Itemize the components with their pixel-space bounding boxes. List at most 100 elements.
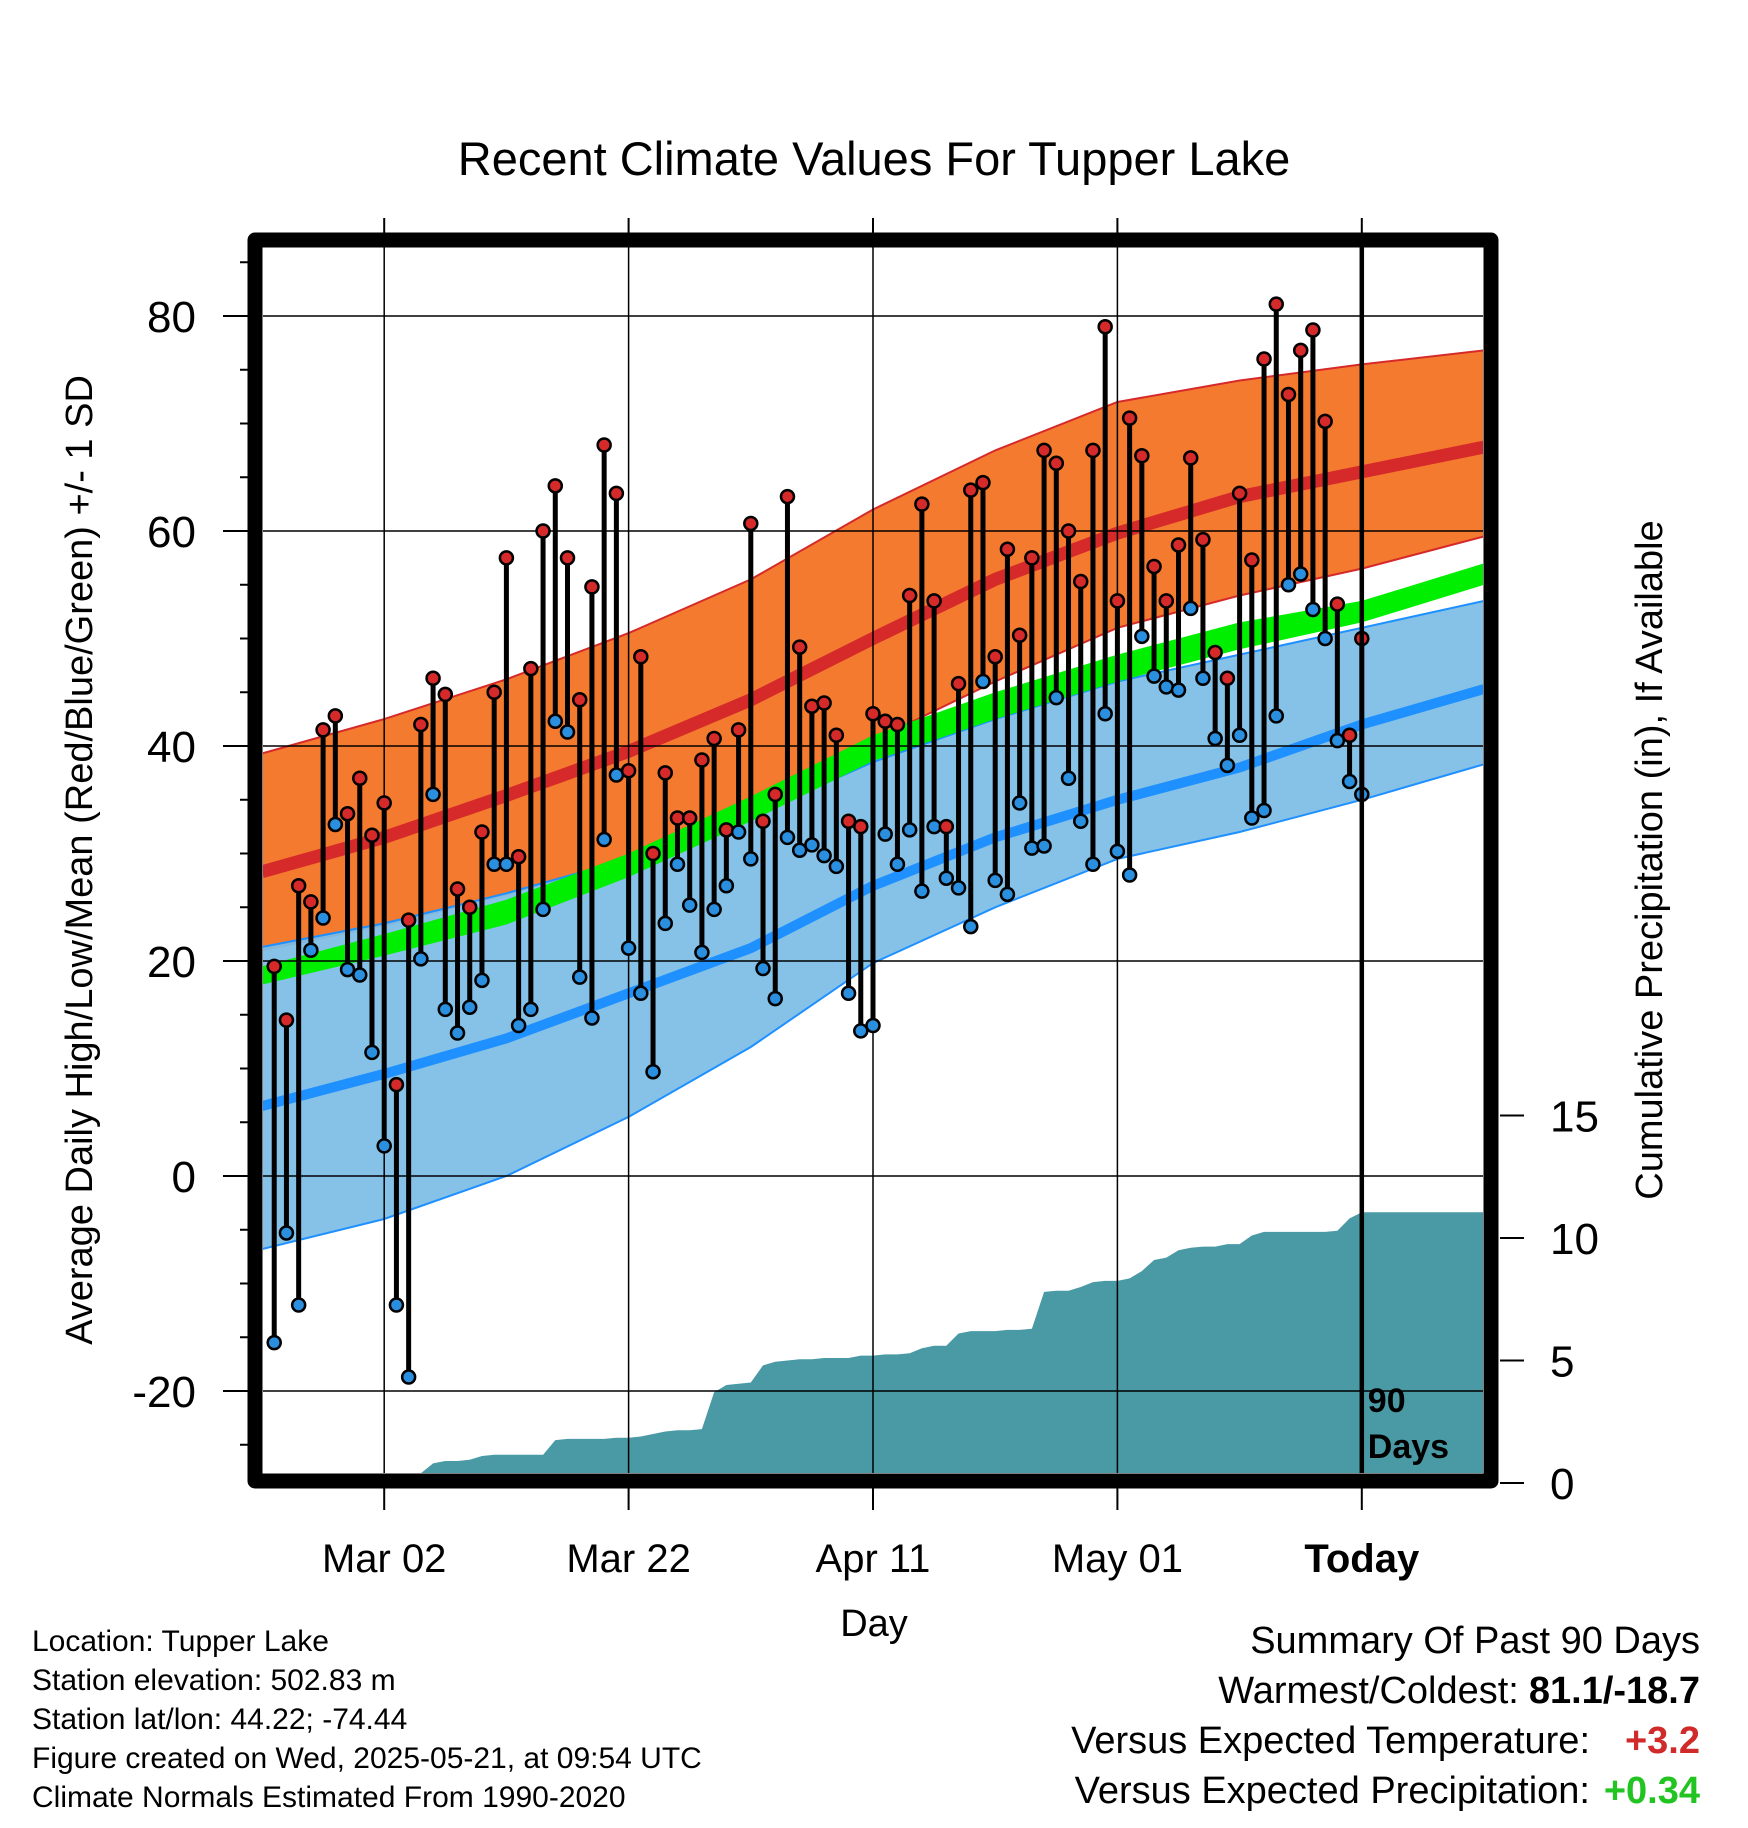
high-point — [1158, 593, 1175, 609]
x-tick-label: Mar 22 — [566, 1537, 691, 1581]
low-point — [1305, 601, 1321, 618]
low-point — [559, 724, 576, 740]
low-point — [816, 847, 832, 864]
low-point — [535, 901, 551, 918]
high-point — [1085, 442, 1101, 459]
high-point — [352, 770, 368, 786]
y2-tick-label: 5 — [1550, 1338, 1574, 1387]
high-point — [926, 593, 942, 609]
high-point — [523, 660, 539, 677]
temp-anomaly-row: Versus Expected Temperature: +3.2 — [1071, 1716, 1700, 1766]
latlon-text: Station lat/lon: 44.22; -74.44 — [32, 1703, 408, 1736]
high-point — [1231, 485, 1248, 502]
x-axis-label: Day — [840, 1603, 908, 1645]
low-point — [1011, 795, 1028, 811]
low-point — [388, 1297, 405, 1313]
high-point — [1207, 644, 1223, 661]
warm-cold-label: Warmest/Coldest: — [1218, 1670, 1519, 1712]
daily-points — [266, 296, 1370, 1385]
low-point — [840, 985, 857, 1001]
low-point — [706, 901, 722, 918]
low-point — [1134, 628, 1150, 645]
high-point — [804, 698, 820, 714]
temp-anomaly-label: Versus Expected Temperature: — [1071, 1720, 1590, 1762]
high-point — [535, 523, 551, 539]
precip-anomaly-label: Versus Expected Precipitation: — [1074, 1770, 1590, 1812]
low-point — [914, 883, 930, 899]
high-point — [461, 899, 478, 915]
y-tick-label: 80 — [147, 293, 196, 342]
low-point — [596, 831, 612, 848]
low-point — [1170, 682, 1187, 698]
high-point — [1036, 442, 1052, 459]
high-point — [474, 824, 490, 840]
low-point — [364, 1044, 380, 1061]
low-point — [1268, 708, 1285, 724]
low-point — [376, 1138, 392, 1154]
low-point — [901, 822, 918, 838]
elevation-text: Station elevation: 502.83 m — [32, 1664, 396, 1697]
y2-tick-label: 15 — [1550, 1093, 1599, 1142]
low-point — [474, 972, 490, 989]
high-point — [571, 692, 588, 708]
high-point — [486, 684, 502, 700]
high-point — [413, 716, 429, 733]
high-point — [718, 822, 735, 838]
created-text: Figure created on Wed, 2025-05-21, at 09… — [32, 1742, 702, 1775]
x-tick-label: May 01 — [1052, 1537, 1183, 1581]
low-point — [1097, 706, 1113, 722]
low-point — [743, 851, 759, 867]
high-point — [1134, 448, 1150, 464]
high-point — [706, 730, 722, 747]
normals-text: Climate Normals Estimated From 1990-2020 — [32, 1781, 626, 1814]
low-point — [1036, 838, 1052, 854]
low-point — [889, 856, 906, 872]
low-point — [657, 915, 674, 932]
low-point — [1024, 840, 1040, 856]
low-point — [1317, 630, 1333, 647]
low-point — [449, 1025, 466, 1041]
chart-title: Recent Climate Values For Tupper Lake — [458, 132, 1290, 185]
low-point — [584, 1010, 600, 1026]
low-point — [791, 842, 808, 859]
high-point — [767, 786, 783, 803]
high-point — [1097, 319, 1113, 335]
low-point — [877, 826, 893, 842]
location-text: Location: Tupper Lake — [32, 1625, 329, 1658]
low-point — [413, 951, 429, 967]
high-point — [1072, 573, 1089, 590]
low-point — [1072, 813, 1089, 829]
low-point — [828, 858, 845, 875]
low-point — [303, 942, 319, 958]
high-point — [376, 795, 392, 811]
low-point — [999, 886, 1016, 903]
low-point — [571, 969, 588, 985]
low-point — [266, 1334, 282, 1351]
low-point — [645, 1063, 661, 1080]
low-point — [547, 713, 564, 730]
low-point — [1146, 668, 1162, 684]
low-point — [804, 837, 820, 853]
today-marker: 90 Days — [1359, 246, 1449, 1473]
high-point — [510, 848, 527, 865]
high-point — [620, 762, 637, 779]
daily-range-stems — [271, 304, 1365, 1378]
high-point — [1256, 351, 1272, 367]
low-point — [975, 673, 991, 690]
high-point — [425, 670, 441, 687]
low-point — [461, 999, 478, 1015]
high-point — [303, 894, 319, 910]
x-tick-label: Mar 02 — [322, 1537, 447, 1581]
low-point — [1121, 867, 1138, 883]
low-point — [1060, 770, 1077, 786]
high-point — [791, 639, 808, 655]
low-point — [315, 910, 331, 926]
high-point — [755, 813, 771, 829]
low-point — [1292, 566, 1309, 582]
high-point — [266, 958, 282, 975]
high-point — [339, 805, 356, 822]
low-point — [730, 824, 747, 840]
x-tick-label: Today — [1304, 1537, 1420, 1581]
high-point — [437, 686, 454, 703]
high-point — [1244, 552, 1260, 568]
